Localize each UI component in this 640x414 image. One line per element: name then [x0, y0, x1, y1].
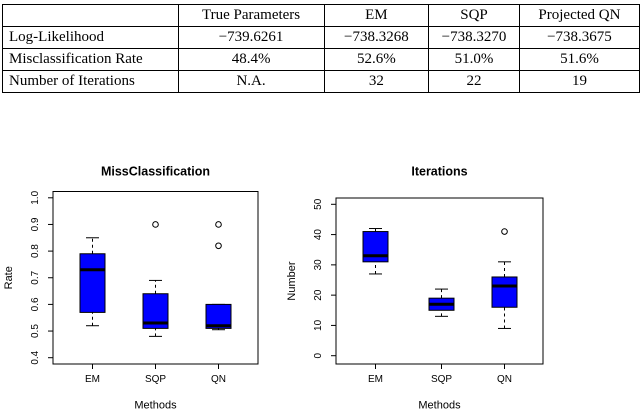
x-tick-label: EM: [368, 374, 383, 385]
y-tick-label: 50: [313, 198, 324, 210]
box-SQP: [142, 221, 169, 337]
x-axis-label: Methods: [418, 400, 461, 412]
table-body: Log-Likelihood −739.6261 −738.3268 −738.327…: [2, 26, 640, 93]
x-tick-label: EM: [85, 374, 100, 385]
box-EM: [362, 228, 389, 275]
chart-title: MissClassification: [101, 165, 210, 179]
y-tick-label: 0.4: [30, 350, 41, 364]
iqr-box: [491, 276, 518, 308]
y-tick-label: 0.8: [30, 244, 41, 258]
box-QN: [491, 228, 518, 329]
x-tick-label: SQP: [145, 374, 166, 385]
iqr-box: [362, 231, 389, 263]
box-QN: [205, 221, 232, 331]
outlier-point: [215, 242, 222, 250]
table-header-cell: Projected QN: [518, 4, 640, 27]
iqr-box: [205, 303, 232, 329]
table-value-cell: 32: [323, 70, 430, 93]
outlier-point: [152, 221, 159, 228]
table-value-cell: 19: [518, 70, 640, 93]
missclassification-boxplot: MissClassification Methods Rate 0.4 0.5 0.6 0.…: [3, 165, 259, 412]
table-row-label: Number of Iterations: [2, 70, 179, 93]
y-tick-label: 0.5: [30, 324, 41, 338]
table-row-label: Log-Likelihood: [2, 26, 179, 49]
y-tick-label: 20: [313, 289, 324, 301]
table-value-cell: 48.4%: [177, 48, 325, 71]
table-header-cell: True Parameters: [177, 4, 325, 27]
box-EM: [79, 237, 106, 327]
table-row-label: Misclassification Rate: [2, 48, 179, 71]
table-value-cell: N.A.: [177, 70, 325, 93]
table-value-cell: −738.3675: [518, 26, 640, 49]
table-value-cell: 52.6%: [323, 48, 430, 71]
table-value-cell: 51.0%: [428, 48, 520, 71]
results-table: True Parameters EM SQP Projected QN Log-Lik…: [2, 4, 640, 93]
table-corner-cell: [2, 4, 179, 27]
table-header-cell: EM: [323, 4, 430, 27]
table-value-cell: −738.3270: [428, 26, 520, 49]
iterations-boxplot: Iterations Methods Number 0 10 20 30 40 50 EM SQP Q…: [286, 165, 544, 412]
y-axis-label: Rate: [3, 266, 15, 289]
x-tick-label: QN: [497, 374, 512, 385]
y-tick-label: 0.6: [30, 297, 41, 311]
table-header-cell: SQP: [428, 4, 520, 27]
outlier-point: [501, 228, 508, 235]
y-tick-label: 0: [313, 352, 324, 358]
table-row: Number of Iterations N.A. 32 22 19: [2, 70, 640, 93]
plot-frame: [335, 197, 544, 365]
iqr-box: [79, 253, 106, 313]
y-tick-label: 40: [313, 229, 324, 241]
boxplot-figure: MissClassification Methods Rate 0.4 0.5 0.6 0.…: [3, 165, 544, 412]
y-tick-label: 10: [313, 319, 324, 331]
x-tick-label: SQP: [431, 374, 452, 385]
x-axis-label: Methods: [134, 400, 177, 412]
box-SQP: [428, 288, 455, 317]
y-axis-label: Number: [286, 261, 298, 300]
table-value-cell: 51.6%: [518, 48, 640, 71]
table-row: Log-Likelihood −739.6261 −738.3268 −738.327…: [2, 26, 640, 49]
y-tick-label: 0.9: [30, 217, 41, 231]
chart-title: Iterations: [411, 165, 467, 179]
table-value-cell: 22: [428, 70, 520, 93]
outlier-point: [215, 221, 222, 228]
table-value-cell: −739.6261: [177, 26, 325, 49]
y-tick-label: 30: [313, 259, 324, 271]
table-header-row: True Parameters EM SQP Projected QN: [2, 4, 640, 27]
y-tick-label: 1.0: [30, 190, 41, 204]
table-row: Misclassification Rate 48.4% 52.6% 51.0% 51.…: [2, 48, 640, 71]
table-value-cell: −738.3268: [323, 26, 430, 49]
y-tick-label: 0.7: [30, 270, 41, 284]
x-tick-label: QN: [211, 374, 226, 385]
